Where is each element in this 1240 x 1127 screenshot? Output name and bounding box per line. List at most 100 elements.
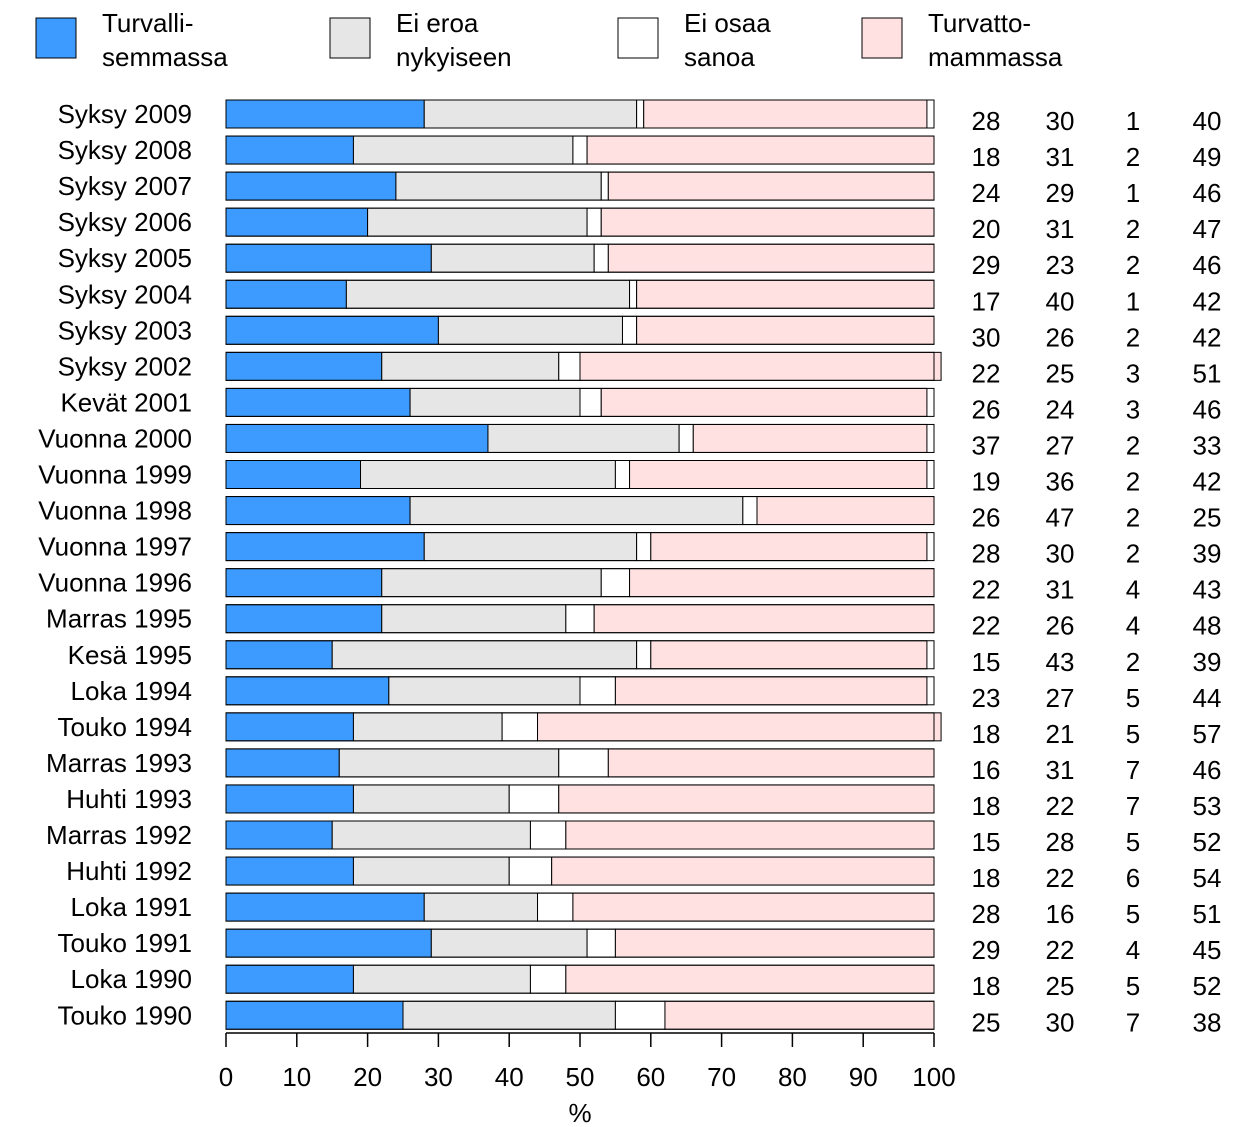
data-value-label: 20 — [972, 214, 1001, 244]
bar-outline — [225, 532, 935, 562]
data-value-label: 31 — [1046, 755, 1075, 785]
bar-outline — [225, 243, 935, 273]
data-value-label: 26 — [1046, 611, 1075, 641]
data-value-label: 19 — [972, 467, 1001, 497]
data-value-label: 36 — [1046, 467, 1075, 497]
data-value-label: 23 — [1046, 250, 1075, 280]
x-tick-label: 20 — [353, 1062, 382, 1092]
category-label: Syksy 2003 — [58, 315, 192, 345]
bar-segment — [430, 928, 588, 958]
data-value-label: 2 — [1126, 250, 1140, 280]
data-value-label: 27 — [1046, 430, 1075, 460]
bar-segment — [614, 676, 928, 706]
bar-segment — [565, 604, 595, 634]
data-value-label: 44 — [1193, 683, 1222, 713]
category-label: Touko 1990 — [58, 1000, 192, 1030]
data-value-label: 5 — [1126, 971, 1140, 1001]
legend-label: Turvatto- — [928, 8, 1031, 38]
bar-segment — [360, 460, 616, 489]
category-label: Kesä 1995 — [68, 640, 192, 670]
data-value-label: 40 — [1193, 106, 1222, 136]
category-label: Vuonna 1997 — [38, 532, 192, 562]
bar-segment — [225, 748, 340, 778]
bar-outline — [225, 784, 935, 814]
data-value-label: 4 — [1126, 611, 1140, 641]
bar-segment — [501, 712, 539, 742]
category-label: Huhti 1993 — [66, 784, 192, 814]
data-value-label: 2 — [1126, 214, 1140, 244]
bar-segment — [331, 640, 638, 670]
bars — [225, 99, 942, 1030]
bar-segment — [629, 279, 638, 309]
bar-segment — [352, 712, 503, 742]
bar-outline — [225, 748, 935, 778]
data-value-label: 28 — [972, 106, 1001, 136]
bar-outline — [225, 820, 935, 850]
category-label: Touko 1991 — [58, 928, 192, 958]
category-label: Kevät 2001 — [60, 387, 192, 417]
bar-segment — [664, 1000, 935, 1030]
data-value-label: 2 — [1126, 503, 1140, 533]
data-value-label: 26 — [1046, 322, 1075, 352]
bar-segment — [352, 856, 510, 886]
data-value-label: 7 — [1126, 755, 1140, 785]
bar-segment — [225, 568, 383, 598]
bar-segment — [225, 207, 369, 237]
bar-segment — [225, 315, 439, 345]
bar-segment — [572, 135, 588, 165]
data-value-label: 4 — [1126, 575, 1140, 605]
data-value-label: 57 — [1193, 719, 1222, 749]
data-value-label: 2 — [1126, 430, 1140, 460]
data-value-label: 31 — [1046, 214, 1075, 244]
data-value-label: 47 — [1046, 503, 1075, 533]
bar-segment — [225, 604, 383, 634]
data-value-label: 48 — [1193, 611, 1222, 641]
data-value-label: 42 — [1193, 286, 1222, 316]
data-value-label: 24 — [972, 178, 1001, 208]
bar-segment — [586, 928, 616, 958]
legend-label: Ei eroa — [396, 8, 479, 38]
bar-segment — [742, 496, 758, 526]
category-label: Syksy 2004 — [58, 279, 192, 309]
bar-segment — [600, 568, 631, 598]
bar-segment — [636, 315, 935, 345]
bar-outline — [225, 207, 935, 237]
data-value-label: 16 — [1046, 899, 1075, 929]
data-value-label: 2 — [1126, 322, 1140, 352]
bar-segment — [225, 676, 390, 706]
x-tick-label: 90 — [849, 1062, 878, 1092]
legend: Turvalli-semmassa Ei eroa nykyiseen Ei osaa… — [35, 8, 1063, 72]
data-value-label: 47 — [1193, 214, 1222, 244]
bar-segment — [409, 496, 744, 526]
bar-segment — [381, 351, 560, 381]
data-value-label: 1 — [1126, 286, 1140, 316]
bar-segment — [225, 964, 354, 994]
bar-outline — [225, 712, 935, 742]
data-value-label: 3 — [1126, 358, 1140, 388]
bar-outline — [225, 460, 935, 489]
data-value-label: 39 — [1193, 539, 1222, 569]
bar-segment — [395, 171, 602, 201]
bar-segment — [225, 820, 333, 850]
legend-label: Ei osaa — [684, 8, 771, 38]
bar-segment — [423, 892, 539, 922]
bar-segment — [487, 423, 680, 453]
x-tick-label: 80 — [778, 1062, 807, 1092]
data-value-label: 2 — [1126, 142, 1140, 172]
bar-segment — [423, 532, 638, 562]
bar-segment — [600, 387, 928, 417]
bar-segment — [225, 784, 354, 814]
bar-outline — [225, 496, 935, 526]
data-value-label: 46 — [1193, 755, 1222, 785]
data-value-label: 42 — [1193, 322, 1222, 352]
bar-segment — [225, 640, 333, 670]
bar-segment — [225, 387, 411, 417]
bar-segment — [607, 171, 935, 201]
data-value-label: 26 — [972, 394, 1001, 424]
bar-segment — [593, 604, 935, 634]
bar-segment — [593, 243, 609, 273]
bar-segment — [692, 423, 928, 453]
bar-segment — [565, 820, 935, 850]
legend-swatch — [329, 17, 371, 59]
data-value-label: 25 — [1193, 503, 1222, 533]
